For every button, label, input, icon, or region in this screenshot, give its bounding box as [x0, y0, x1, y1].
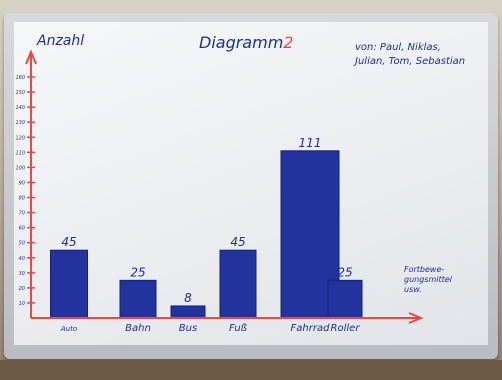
authors-note: von: Paul, Niklas, Julian, Tom, Sebastia… — [355, 41, 465, 69]
authors-line-2: Julian, Tom, Sebastian — [355, 56, 466, 67]
chart-title-main: Diagramm — [199, 33, 284, 52]
category-label: Roller — [331, 323, 361, 334]
bar — [327, 279, 363, 319]
y-tick-label: 130 — [15, 120, 25, 126]
x-axis-label: Fortbewe- gungsmittel usw. — [404, 265, 452, 295]
bar-value-label: 45 — [61, 235, 76, 249]
x-axis-label-line-1: Fortbewe- — [404, 265, 445, 274]
y-tick-label: 30 — [19, 271, 25, 277]
authors-line-1: von: Paul, Niklas, — [355, 42, 441, 53]
chart-title: Diagramm2 — [199, 33, 293, 52]
value-labels-layer: 45 25 8 45 111 25 — [61, 136, 352, 305]
bar-chart: 45 25 8 45 111 25 10 20 30 40 50 60 70 80 90 100 110 120… — [15, 49, 424, 334]
y-tick-label: 140 — [15, 105, 25, 111]
axes-layer — [25, 49, 424, 324]
bar — [219, 249, 257, 319]
bar-value-label: 8 — [184, 291, 192, 305]
bar-value-label: 45 — [230, 235, 245, 249]
bars-layer — [50, 150, 363, 319]
y-tick-label: 50 — [19, 241, 25, 247]
y-axis-label: Anzahl — [37, 33, 85, 49]
category-label: Bus — [179, 323, 197, 334]
y-tick-label: 100 — [15, 165, 25, 171]
category-label: Fahrrad — [291, 323, 331, 334]
x-axis-label-line-3: usw. — [404, 285, 422, 294]
y-tick-label: 40 — [19, 256, 25, 262]
bar — [50, 249, 88, 319]
y-tick-label: 80 — [19, 196, 25, 202]
category-label: Bahn — [125, 323, 151, 334]
y-tick-label: 120 — [15, 135, 25, 141]
y-tick-label: 110 — [15, 150, 25, 156]
floor-strip — [0, 360, 502, 380]
category-label: Auto — [60, 325, 77, 333]
x-axis-arrow — [408, 312, 424, 324]
y-ticks-layer: 10 20 30 40 50 60 70 80 90 100 110 120 130 140 150 160 — [15, 75, 35, 307]
y-tick-label: 60 — [19, 226, 25, 232]
bar — [119, 279, 157, 319]
y-axis-arrow — [25, 49, 37, 65]
bar-value-label: 25 — [337, 265, 352, 279]
y-tick-label: 160 — [15, 75, 25, 81]
chart-title-number: 2 — [283, 33, 294, 52]
y-tick-label: 90 — [19, 180, 25, 186]
bar — [170, 305, 206, 319]
y-tick-label: 150 — [15, 90, 25, 96]
category-labels-layer: Auto Bahn Bus Fuß Fahrrad Roller — [60, 323, 360, 334]
category-label: Fuß — [229, 323, 247, 334]
bar-value-label: 25 — [130, 265, 145, 279]
x-axis-label-line-2: gungsmittel — [404, 275, 452, 284]
y-tick-label: 20 — [19, 286, 25, 292]
bar-value-label: 111 — [299, 136, 322, 150]
y-tick-label: 70 — [19, 211, 25, 217]
y-tick-label: 10 — [19, 301, 25, 307]
